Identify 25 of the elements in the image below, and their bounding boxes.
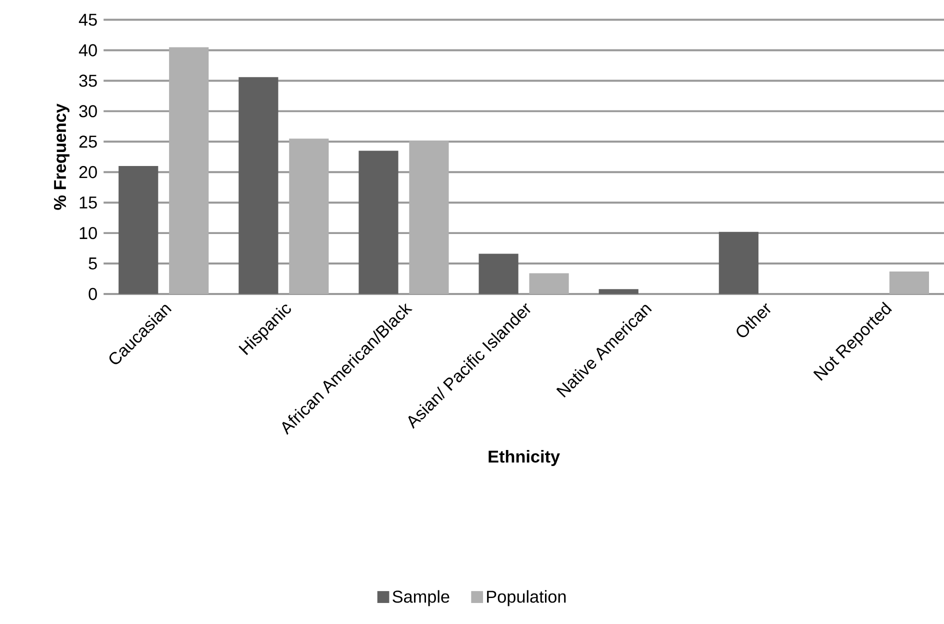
y-tick-label: 5 (88, 258, 97, 270)
legend-label: Population (487, 590, 566, 606)
y-tick-label: 45 (78, 14, 97, 26)
y-tick-label: 35 (79, 74, 97, 87)
y-tick-label: 0 (88, 288, 97, 300)
y-tick-label: 25 (79, 136, 97, 148)
bar (478, 254, 518, 294)
bar (718, 232, 758, 294)
bar (238, 77, 278, 294)
y-tick-label: 15 (80, 196, 97, 209)
y-tick-label: 40 (78, 44, 97, 57)
bar (409, 140, 449, 294)
y-axis-title: % Frequency (54, 104, 70, 210)
bar (118, 166, 158, 294)
bar (889, 272, 930, 294)
bar (358, 150, 398, 294)
legend-label: Sample (392, 590, 450, 606)
bar (529, 273, 569, 294)
bar (289, 138, 329, 294)
x-axis-title: Ethnicity (488, 450, 560, 466)
y-tick-label: 20 (79, 166, 97, 178)
bar (169, 47, 209, 294)
y-tick-label: 30 (79, 105, 97, 118)
bar (598, 289, 638, 294)
y-tick-label: 10 (80, 227, 97, 240)
